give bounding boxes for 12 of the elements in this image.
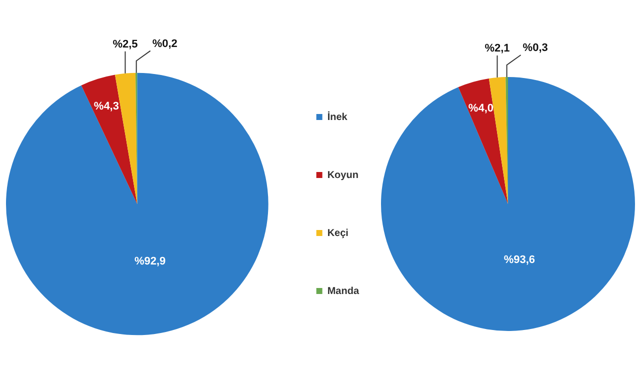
data-label: %0,2 [152, 38, 178, 50]
legend-label: Manda [327, 286, 360, 297]
legend-label: İnek [327, 110, 348, 123]
data-label: %4,3 [94, 100, 119, 112]
data-label: %0,3 [522, 42, 548, 54]
data-label: %93,6 [504, 254, 536, 266]
data-label: %2,1 [484, 42, 510, 54]
data-label: %2,5 [112, 38, 138, 50]
data-label: %4,0 [468, 102, 494, 115]
legend-label: Koyun [327, 170, 358, 181]
legend-label: Keçi [327, 228, 349, 239]
data-label: %92,9 [134, 256, 166, 268]
